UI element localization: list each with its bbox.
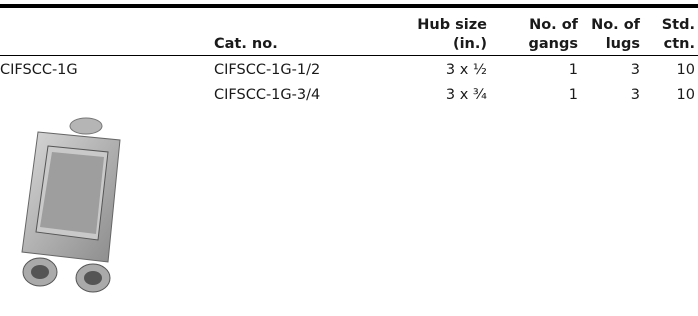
header-cell: ctn. bbox=[575, 35, 695, 54]
header-cell: Std. bbox=[575, 16, 695, 35]
product-name: CIFSCC-1G bbox=[0, 61, 78, 80]
table-cell: 10 bbox=[575, 86, 695, 105]
table-cell: 10 bbox=[575, 61, 695, 80]
top-rule bbox=[0, 4, 698, 8]
header-rule bbox=[0, 55, 698, 56]
page: Cat. no.Hub size(in.)No. ofgangsNo. oflu… bbox=[0, 0, 698, 316]
table-cell: CIFSCC-1G-1/2 bbox=[214, 61, 320, 80]
table-cell: CIFSCC-1G-3/4 bbox=[214, 86, 320, 105]
product-image bbox=[8, 112, 130, 294]
header-cell: Cat. no. bbox=[214, 35, 278, 54]
